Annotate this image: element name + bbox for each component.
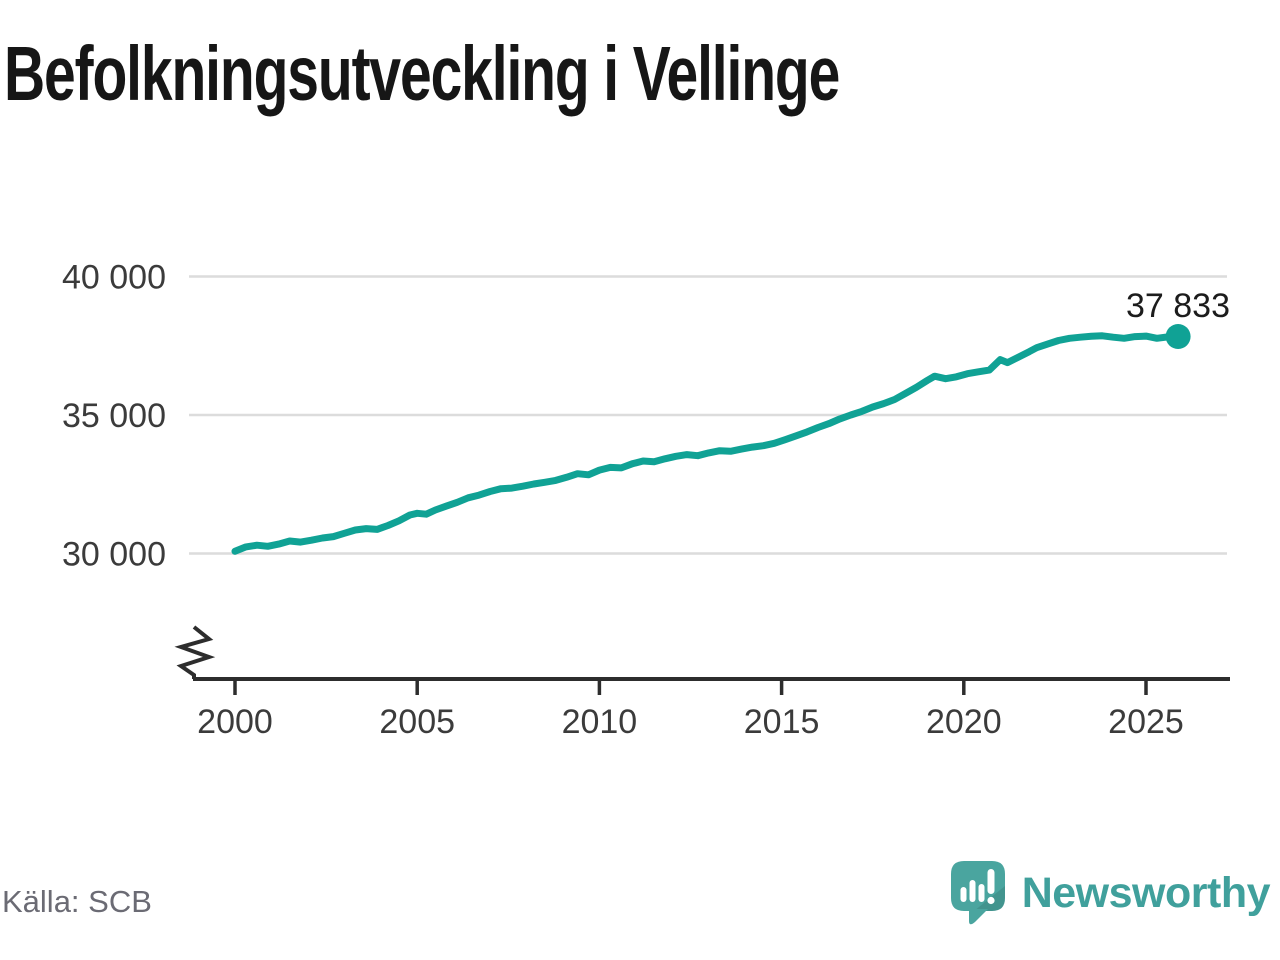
y-axis-label: 35 000 <box>62 397 166 435</box>
x-axis-ticks: 2000 2005 2010 2015 2020 2025 <box>197 679 1184 741</box>
x-axis-tick-label: 2010 <box>562 703 638 741</box>
y-axis-labels: 40 000 35 000 30 000 <box>62 259 166 574</box>
x-axis-tick-label: 2015 <box>744 703 820 741</box>
x-axis-tick-label: 2020 <box>926 703 1002 741</box>
newsworthy-wordmark: Newsworthy <box>1021 868 1271 917</box>
population-line <box>231 332 1182 555</box>
latest-value-dot <box>1165 324 1191 349</box>
x-axis-tick-label: 2005 <box>379 703 455 741</box>
source-label: Källa: SCB <box>2 884 152 919</box>
brand-logo: Newsworthy <box>948 858 1271 928</box>
x-axis-tick-label: 2000 <box>197 703 273 741</box>
axis-break-icon <box>174 625 216 679</box>
gridlines <box>189 275 1227 555</box>
series-lines <box>231 324 1191 555</box>
x-axis: 2000 2005 2010 2015 2020 2025 <box>174 625 1230 741</box>
x-axis-tick-label: 2025 <box>1108 703 1184 741</box>
newsworthy-logo-icon <box>950 861 1005 925</box>
y-axis-label: 40 000 <box>62 259 166 297</box>
latest-value-label: 37 833 <box>1126 287 1230 325</box>
chart-title: Befolkningsutveckling i Vellinge <box>4 31 840 117</box>
y-axis-label: 30 000 <box>62 536 166 574</box>
